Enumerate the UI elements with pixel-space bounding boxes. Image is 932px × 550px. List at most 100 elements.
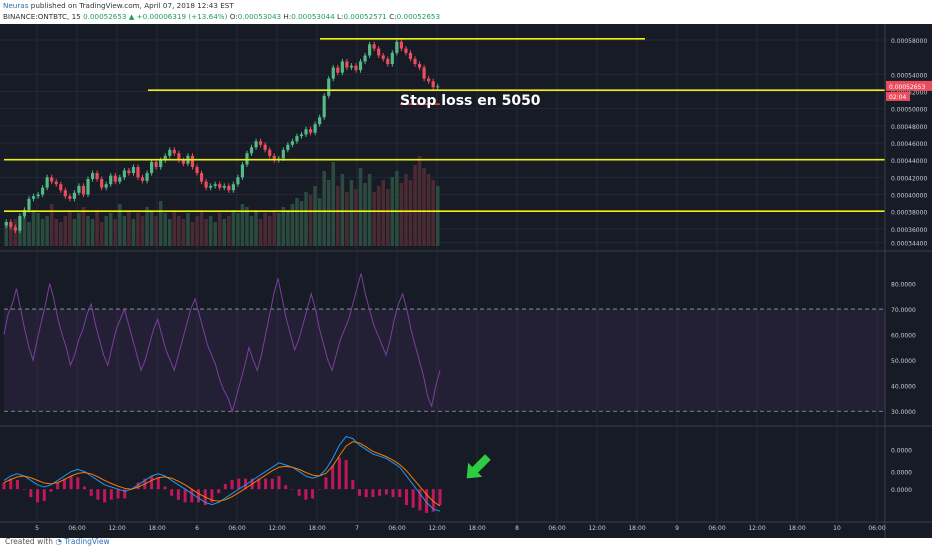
candle-body <box>349 65 354 68</box>
volume-bar <box>240 204 245 246</box>
volume-bar <box>54 219 58 246</box>
header-line-1: Neuras published on TradingView.com, Apr… <box>3 1 234 11</box>
candle-body <box>27 198 31 210</box>
volume-bar <box>9 225 13 246</box>
volume-bar <box>326 180 331 246</box>
open-value: 0.00053043 <box>237 12 282 21</box>
candle-body <box>218 184 222 188</box>
volume-bar <box>267 216 272 246</box>
volume-bar <box>413 165 417 246</box>
volume-bar <box>163 213 167 246</box>
time-tick-label: 06:00 <box>708 525 725 532</box>
macd-histogram-bar <box>297 489 301 496</box>
candle-body <box>399 41 403 49</box>
time-tick-label: 12:00 <box>428 525 445 532</box>
candle-body <box>422 67 426 79</box>
volume-bar <box>258 219 263 246</box>
macd-histogram-bar <box>42 489 46 502</box>
candle-body <box>159 160 163 168</box>
candle-body <box>81 185 86 195</box>
macd-histogram-bar <box>438 489 442 506</box>
candle-body <box>345 61 349 68</box>
candle-body <box>77 185 81 193</box>
macd-histogram-bar <box>197 489 201 503</box>
rsi-line <box>3 273 441 413</box>
candle-body <box>236 177 240 185</box>
macd-histogram-bar <box>210 489 214 503</box>
rsi-tick-label: 80.0000 <box>891 282 916 289</box>
volume-bar <box>354 189 358 246</box>
volume-bar <box>227 216 231 246</box>
macd-histogram-bar <box>398 489 402 498</box>
macd-histogram-bar <box>176 489 180 500</box>
candle-body <box>245 153 249 165</box>
candle-body <box>322 95 326 118</box>
price-tick-label: 0.00040000 <box>891 193 927 200</box>
macd-histogram-bar <box>284 485 288 490</box>
high-value: 0.00053044 <box>291 12 335 21</box>
volume-bar <box>367 174 372 246</box>
candle-body <box>113 175 117 182</box>
candle-body <box>9 221 13 228</box>
volume-bar <box>27 222 31 246</box>
volume-bar <box>168 219 172 246</box>
volume-bar <box>363 183 367 246</box>
tradingview-link[interactable]: TradingView <box>64 537 110 546</box>
macd-histogram-bar <box>290 489 294 490</box>
volume-bar <box>127 210 131 246</box>
candle-body <box>54 181 58 185</box>
volume-bar <box>408 180 413 246</box>
macd-histogram-bar <box>264 478 268 490</box>
time-axis: 5 06:00 12:00 18:00 6 06:00 12:00 18:00 7 06:00 12… <box>35 525 886 532</box>
candle-body <box>372 44 376 49</box>
time-tick-label: 18:00 <box>788 525 805 532</box>
grid-lines <box>0 24 932 523</box>
time-tick-label: 18:00 <box>628 525 645 532</box>
volume-bar <box>358 168 363 246</box>
time-tick-label: 06:00 <box>68 525 85 532</box>
volume-bar <box>290 204 295 246</box>
volume-bar <box>372 192 376 246</box>
author-link[interactable]: Neuras <box>3 1 29 10</box>
macd-histogram-bar <box>304 489 308 500</box>
price-tick-label: 0.00048000 <box>891 124 927 131</box>
candle-body <box>95 173 99 180</box>
candle-body <box>331 67 335 79</box>
countdown-tag <box>886 91 910 101</box>
low-value: 0.00052571 <box>343 12 387 21</box>
candle-body <box>18 215 22 231</box>
price-tick-label: 0.00058000 <box>891 38 927 45</box>
candle-body <box>204 181 208 188</box>
macd-tick-label: 0.0000 <box>891 448 912 455</box>
macd-histogram-bar <box>163 486 167 490</box>
macd-histogram-bar <box>22 489 26 490</box>
high-label: H: <box>283 12 292 21</box>
volume-bar <box>313 186 317 246</box>
chart-container[interactable]: 0.000580000.000540000.000520000.00050000… <box>0 24 932 538</box>
time-tick-label: 06:00 <box>388 525 405 532</box>
candle-body <box>45 177 49 188</box>
candle-body <box>86 179 90 195</box>
candle-body <box>31 196 36 199</box>
volume-bar <box>254 210 258 246</box>
volume-bar <box>217 213 222 246</box>
candle-body <box>181 160 185 164</box>
candle-body <box>63 190 67 197</box>
candle-body <box>4 221 8 226</box>
candle-body <box>72 192 76 199</box>
chart-svg[interactable]: 0.000580000.000540000.000520000.00050000… <box>0 24 932 538</box>
candle-body <box>417 64 422 68</box>
macd-histogram-bar <box>15 479 19 490</box>
price-tick-label: 0.00044000 <box>891 158 927 165</box>
volume-bar <box>172 210 177 246</box>
candle-body <box>286 144 290 150</box>
candle-body <box>136 167 140 178</box>
macd-histogram-bar <box>364 489 368 498</box>
candle-body <box>213 184 217 186</box>
time-tick-label: 18:00 <box>468 525 485 532</box>
price-tag <box>886 80 932 91</box>
volume-bar <box>140 216 145 246</box>
candle-body <box>313 124 317 133</box>
volume-bar <box>90 219 95 246</box>
volume-bar <box>331 162 336 246</box>
